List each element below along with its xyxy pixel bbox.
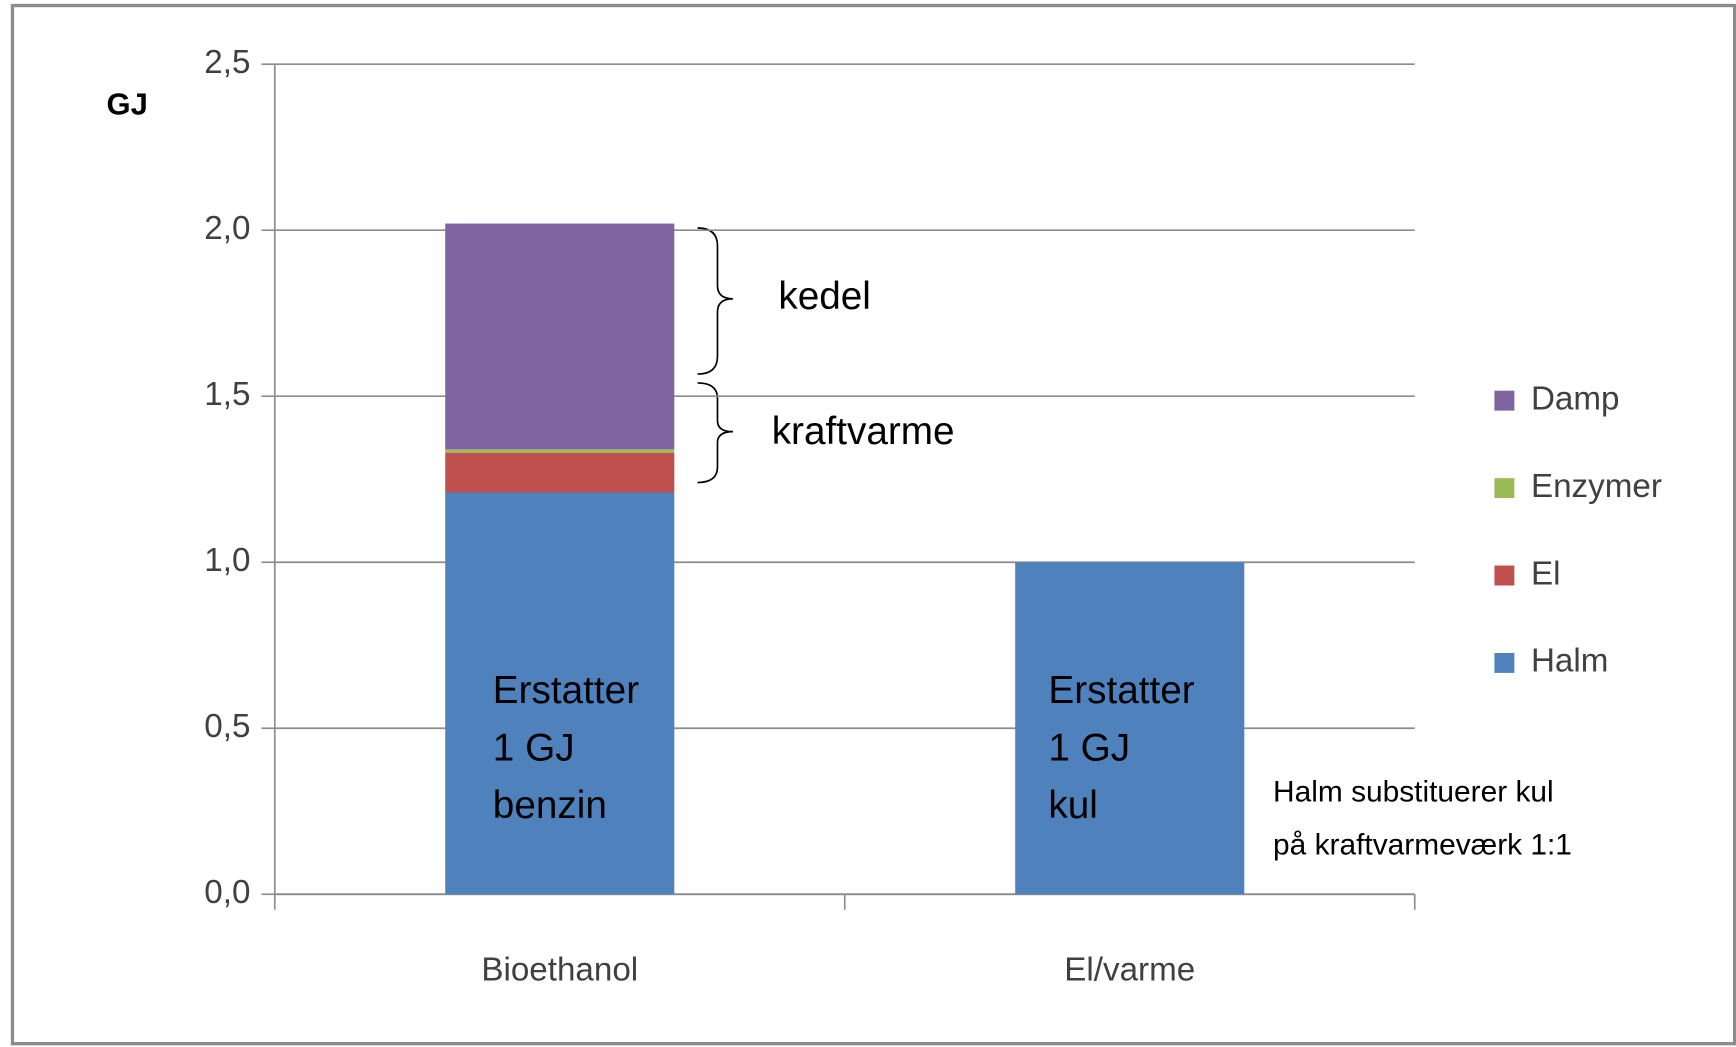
y-tick-label: 1,5 [204,376,250,413]
legend-label: El [1531,555,1561,592]
annotation: på kraftvarmeværk 1:1 [1273,829,1572,862]
y-axis-label: GJ [107,86,148,121]
bar-segment [445,449,675,453]
y-tick-label: 0,0 [204,874,250,911]
legend-label: Halm [1531,643,1608,680]
legend-swatch [1494,390,1515,411]
annotation: benzin [493,784,607,827]
annotation: 1 GJ [493,727,575,770]
y-tick-label: 2,0 [204,210,250,247]
x-tick-label: El/varme [1064,952,1195,989]
x-tick-label: Bioethanol [481,952,638,989]
annotation: 1 GJ [1048,727,1130,770]
brace [697,227,733,375]
annotation: kul [1048,784,1098,827]
y-tick-label: 1,0 [204,542,250,579]
legend-label: Damp [1531,380,1620,417]
bar-segment [445,452,675,493]
legend-swatch [1494,565,1515,586]
annotation: Erstatter [1048,669,1194,712]
y-tick-label: 2,5 [204,44,250,81]
annotation: kedel [778,275,871,318]
brace [697,382,733,484]
annotation: Erstatter [493,669,639,712]
annotation: Halm substituerer kul [1273,775,1554,808]
legend-swatch [1494,478,1515,499]
chart-frame [10,3,1736,1046]
annotation: kraftvarme [772,410,955,453]
legend-swatch [1494,652,1515,673]
y-tick-label: 0,5 [204,708,250,745]
bar-segment [445,492,675,895]
legend-label: Enzymer [1531,468,1662,505]
bar-segment [445,223,675,450]
bar-segment [1015,562,1245,895]
